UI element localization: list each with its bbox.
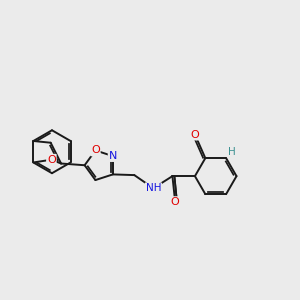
- Text: O: O: [190, 130, 199, 140]
- Text: O: O: [47, 155, 56, 165]
- Text: N: N: [109, 151, 117, 161]
- Text: H: H: [229, 147, 236, 157]
- Text: O: O: [171, 197, 180, 207]
- Text: O: O: [91, 146, 100, 155]
- Text: NH: NH: [146, 183, 161, 193]
